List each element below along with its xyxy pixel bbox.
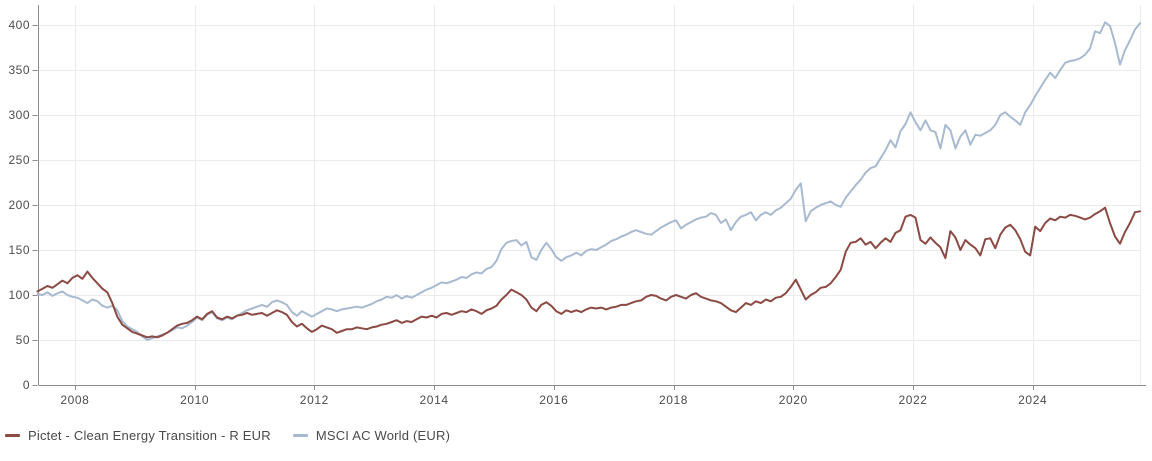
y-tick-label: 300 <box>8 108 30 122</box>
x-tick-label: 2022 <box>898 393 927 407</box>
series-line-pictet-clean-energy <box>36 206 1141 339</box>
x-tick-label: 2020 <box>779 393 808 407</box>
y-tick-label: 200 <box>8 198 30 212</box>
legend-swatch-pictet <box>5 434 20 437</box>
x-tick-label: 2014 <box>420 393 449 407</box>
y-tick-label: 0 <box>23 378 30 392</box>
x-tick-label: 2018 <box>659 393 688 407</box>
plot-area: 0 50 100 150 200 250 300 350 400 2008 2010 2012 2014… <box>8 5 1146 407</box>
x-tick-label: 2012 <box>300 393 329 407</box>
y-tick-label: 350 <box>8 63 30 77</box>
y-tick-label: 400 <box>8 18 30 32</box>
series-line-msci-ac-world <box>36 21 1141 341</box>
legend-label-msci: MSCI AC World (EUR) <box>315 428 451 443</box>
x-tick-label: 2016 <box>539 393 568 407</box>
y-tick-label: 50 <box>16 333 30 347</box>
legend-item-msci-ac-world[interactable]: MSCI AC World (EUR) <box>292 428 451 443</box>
y-tick-label: 150 <box>8 243 30 257</box>
legend-item-pictet-clean-energy[interactable]: Pictet - Clean Energy Transition - R EUR <box>5 428 271 443</box>
legend-swatch-msci <box>292 434 308 437</box>
chart-legend: Pictet - Clean Energy Transition - R EUR… <box>5 428 450 443</box>
x-tick-label: 2024 <box>1018 393 1047 407</box>
x-tick-label: 2010 <box>180 393 209 407</box>
x-tick-label: 2008 <box>60 393 89 407</box>
legend-label-pictet: Pictet - Clean Energy Transition - R EUR <box>28 428 271 443</box>
y-tick-label: 250 <box>8 153 30 167</box>
y-tick-label: 100 <box>8 288 30 302</box>
